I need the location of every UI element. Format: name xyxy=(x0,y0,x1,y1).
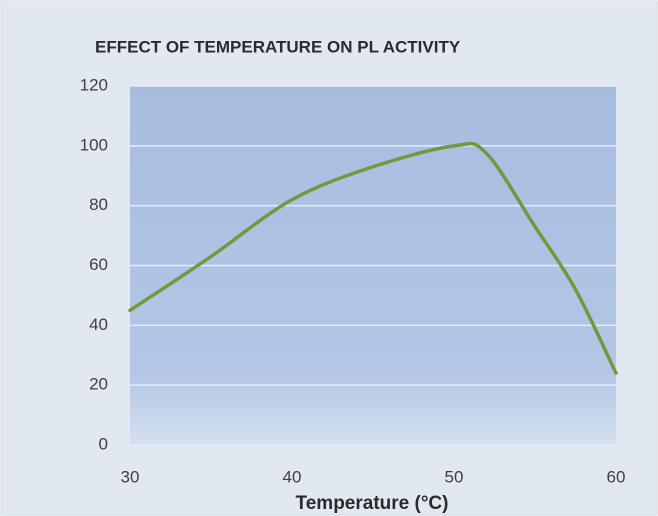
x-axis-label: Temperature (°C) xyxy=(296,493,449,514)
y-tick-label: 60 xyxy=(89,255,108,274)
chart-title: EFFECT OF TEMPERATURE ON PL ACTIVITY xyxy=(95,37,461,56)
x-tick-label: 30 xyxy=(121,467,140,486)
x-tick-label: 50 xyxy=(445,467,464,486)
y-tick-label: 80 xyxy=(89,195,108,214)
y-tick-label: 100 xyxy=(80,135,108,154)
y-tick-label: 20 xyxy=(89,375,108,394)
data-line xyxy=(128,141,618,375)
y-tick-label: 0 xyxy=(99,434,108,453)
x-tick-label: 40 xyxy=(283,467,302,486)
y-tick-label: 40 xyxy=(89,315,108,334)
y-tick-label: 120 xyxy=(80,75,108,94)
x-tick-label: 60 xyxy=(607,467,626,486)
